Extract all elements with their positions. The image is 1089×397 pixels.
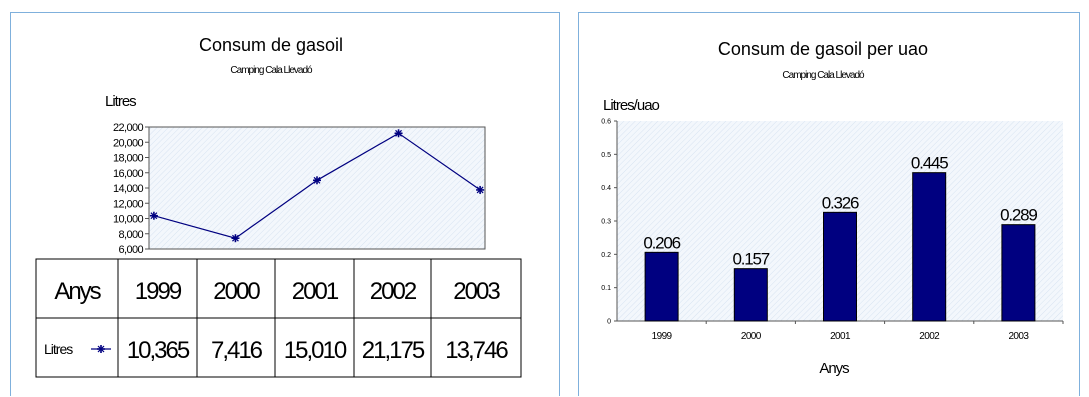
bar-chart: Consum de gasoil per uao Camping Cala Ll…: [601, 39, 1064, 377]
y-tick-label: 18,000: [113, 153, 144, 165]
x-tick-label: 2003: [1008, 331, 1029, 342]
y-tick-label: 0.1: [601, 285, 611, 292]
y-tick-label: 16,000: [113, 168, 144, 180]
data-label: 0.206: [643, 233, 680, 252]
bar: [912, 172, 947, 322]
table-cell: 15,010: [284, 337, 347, 364]
line-chart: Consum de gasoil Camping Cala Llevadó Li…: [35, 35, 522, 378]
plot-area: [148, 126, 486, 250]
chart-title: Consum de gasoil: [199, 35, 343, 55]
bar: [733, 268, 768, 322]
data-point: [149, 211, 158, 220]
table-series-label: Litres: [44, 341, 73, 357]
table-col-header: 2000: [213, 278, 260, 305]
y-tick-label: 14,000: [113, 183, 144, 195]
y-axis-label: Litres: [105, 93, 136, 110]
y-tick-label: 22,000: [113, 122, 144, 134]
y-tick-label: 8,000: [118, 229, 143, 241]
data-label: 0.445: [911, 154, 948, 173]
data-label: 0.289: [1000, 206, 1037, 225]
y-tick-label: 10,000: [113, 214, 144, 226]
line-chart-panel: Consum de gasoil Camping Cala Llevadó Li…: [10, 12, 560, 396]
x-tick-label: 1999: [652, 331, 673, 342]
data-point: [394, 129, 403, 138]
bar: [1001, 224, 1036, 322]
data-point: [476, 185, 485, 194]
bar-chart-panel: Consum de gasoil per uao Camping Cala Ll…: [578, 12, 1080, 396]
table-cell: 7,416: [211, 337, 263, 364]
y-tick-label: 0.6: [601, 119, 611, 126]
data-table: Anys 1999 2000 2001 2002 2003 Litres 10,365 7,41…: [35, 258, 522, 378]
y-tick-label: 0.2: [601, 252, 611, 259]
bar: [823, 211, 857, 322]
x-tick-label: 2001: [830, 331, 851, 342]
table-col-header: 2001: [292, 278, 339, 305]
y-tick-label: 0.5: [601, 152, 611, 159]
table-cell: 10,365: [127, 337, 190, 364]
y-tick-label: 0.4: [601, 185, 611, 192]
x-tick-label: 2002: [919, 331, 940, 342]
y-tick-label: 20,000: [113, 137, 144, 149]
table-col-header: 2003: [453, 278, 500, 305]
y-axis-label: Litres/uao: [603, 97, 660, 114]
table-cell: 21,175: [362, 337, 425, 364]
data-point: [231, 234, 240, 243]
chart-subtitle: Camping Cala Llevadó: [230, 65, 313, 76]
legend-marker: [91, 345, 111, 353]
y-tick-label: 0.3: [601, 219, 611, 226]
data-label: 0.326: [822, 193, 859, 212]
data-label: 0.157: [733, 250, 770, 269]
table-col-header: 1999: [135, 278, 182, 305]
table-col-header: 2002: [370, 278, 417, 305]
table-cell: 13,746: [445, 337, 508, 364]
x-tick-label: 2000: [741, 331, 762, 342]
table-row-header: Anys: [54, 278, 101, 305]
chart-subtitle: Camping Cala Llevadó: [782, 70, 865, 81]
y-tick-label: 6,000: [118, 244, 143, 256]
chart-title: Consum de gasoil per uao: [718, 39, 928, 59]
x-axis-label: Anys: [819, 360, 849, 377]
y-tick-label: 12,000: [113, 198, 144, 210]
y-tick-label: 0: [607, 319, 611, 326]
bar: [644, 251, 679, 322]
data-point: [313, 176, 321, 185]
